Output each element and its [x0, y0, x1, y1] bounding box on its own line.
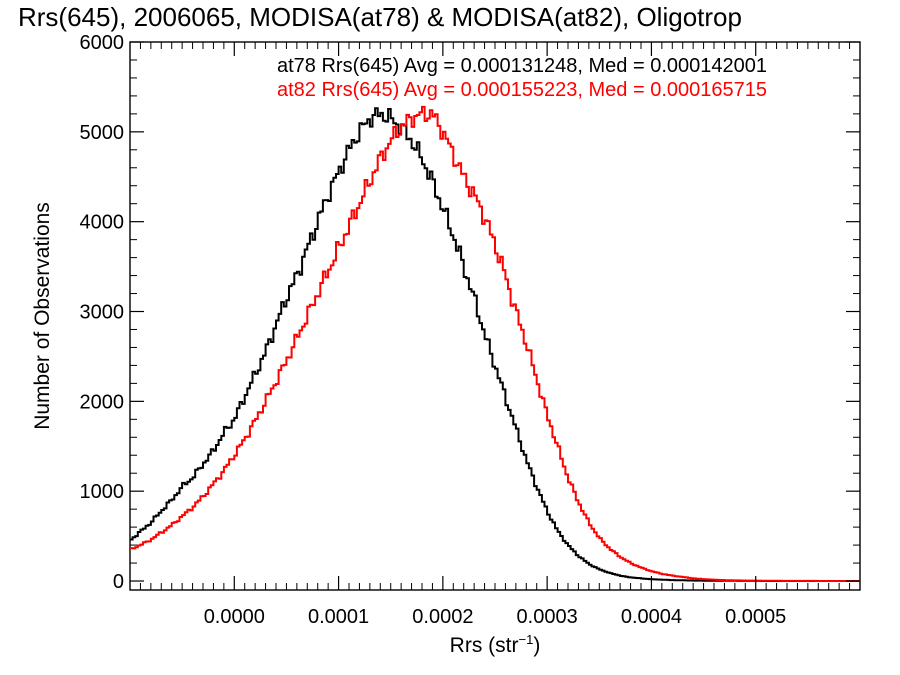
x-tick-label: 0.0005 [725, 606, 786, 628]
legend-at78: at78 Rrs(645) Avg = 0.000131248, Med = 0… [277, 55, 767, 77]
chart-title: Rrs(645), 2006065, MODISA(at78) & MODISA… [18, 2, 742, 32]
series-at82-line [130, 105, 860, 582]
series-layer [130, 105, 860, 582]
x-tick-label: 0.0000 [204, 606, 265, 628]
x-tick-label: 0.0004 [621, 606, 682, 628]
y-axis-label: Number of Observations [31, 202, 54, 430]
x-axis-label-superscript: −1 [519, 632, 534, 647]
y-tick-label: 0 [113, 571, 124, 593]
x-axis-label-main: Rrs (str [450, 634, 519, 657]
legend: at78 Rrs(645) Avg = 0.000131248, Med = 0… [277, 55, 767, 101]
y-tick-label: 3000 [80, 302, 125, 324]
x-tick-label: 0.0002 [412, 606, 473, 628]
x-axis-label-close: ) [533, 634, 540, 657]
y-tick-label: 2000 [80, 391, 125, 413]
y-tick-label: 5000 [80, 122, 125, 144]
series-at78-line [130, 107, 860, 582]
legend-at82: at82 Rrs(645) Avg = 0.000155223, Med = 0… [277, 79, 767, 101]
y-tick-label: 1000 [80, 481, 125, 503]
plot-area [129, 41, 861, 591]
tick-marks [130, 41, 860, 590]
y-tick-label: 6000 [80, 32, 125, 54]
y-tick-label: 4000 [80, 212, 125, 234]
y-tick-labels: 0 1000 2000 3000 4000 5000 6000 [80, 32, 125, 593]
x-axis-label: Rrs (str−1) [450, 632, 541, 657]
plot-frame [129, 41, 861, 591]
x-tick-labels: 0.0000 0.0001 0.0002 0.0003 0.0004 0.0005 [204, 606, 787, 628]
x-tick-label: 0.0003 [517, 606, 578, 628]
x-tick-label: 0.0001 [308, 606, 369, 628]
